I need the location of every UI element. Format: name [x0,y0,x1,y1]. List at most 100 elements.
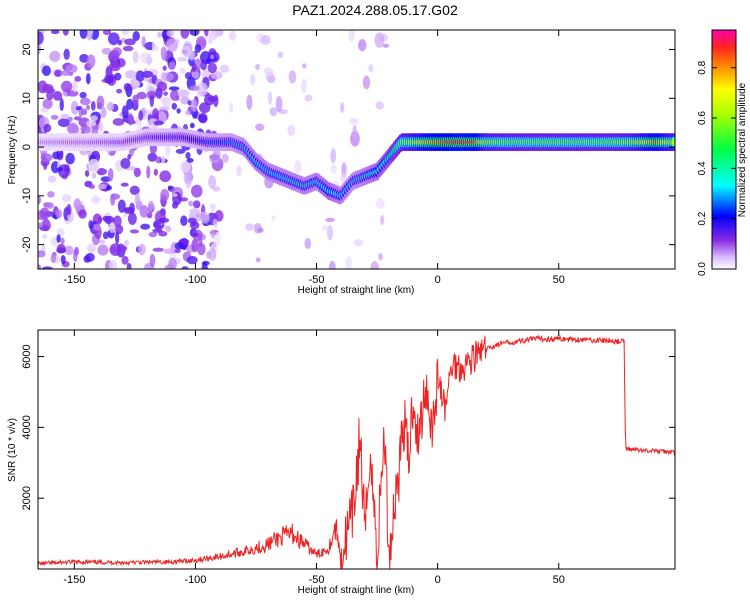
noise-blob [38,222,44,228]
noise-blob [208,247,217,261]
noise-blob [271,215,276,222]
noise-blob [146,165,151,179]
noise-blob [200,59,207,71]
noise-blob [120,157,131,169]
noise-blob [40,153,53,162]
noise-blob [42,234,48,239]
noise-blob [146,53,152,67]
noise-blob [213,94,219,108]
noise-blob [184,110,191,116]
noise-blob [186,255,198,265]
noise-blob [255,63,261,71]
y-tick-label: 10 [21,92,33,104]
noise-blob [65,152,75,165]
noise-blob [263,67,274,75]
noise-blob [96,168,108,176]
noise-blob [126,263,132,269]
noise-blob [166,38,179,52]
noise-blob [147,152,158,162]
noise-blob [79,97,91,106]
noise-blob [38,195,41,205]
noise-blob [86,54,96,69]
noise-blob [175,148,186,154]
noise-blob [177,89,190,98]
noise-blob [190,70,200,79]
noise-blob [129,202,135,215]
noise-blob [321,225,329,231]
noise-blob [180,215,188,227]
noise-blob [74,76,82,82]
noise-blob [120,182,129,187]
noise-blob [176,108,181,114]
noise-blob [86,30,93,41]
noise-blob [101,47,112,55]
noise-blob [86,119,97,127]
spectrogram-x-ticks: -150 -100 -50 0 50 [63,30,565,286]
noise-blob [374,32,385,48]
noise-blob [255,257,261,263]
noise-blob [159,96,171,103]
noise-blob [108,50,120,62]
noise-blob [163,248,175,254]
noise-blob [368,64,374,73]
noise-blob [229,30,236,41]
x-tick-label: -50 [309,574,325,586]
noise-blob [140,223,151,230]
noise-blob [208,175,217,189]
noise-blob [157,31,162,38]
noise-blob [158,106,170,111]
noise-blob [43,162,48,171]
colorbar-tick-label: 0.8 [697,60,708,74]
noise-blob [124,38,136,46]
noise-blob [46,202,54,209]
noise-blob [38,250,46,258]
noise-blob [92,172,97,179]
noise-blob [100,107,107,119]
noise-blob [191,184,203,198]
noise-blob [47,191,55,198]
x-tick-label: -150 [63,274,85,286]
noise-blob [60,237,65,245]
noise-blob [212,218,218,228]
noise-blob [133,167,141,178]
x-tick-label: 0 [435,274,441,286]
spectrogram-y-label: Frequency (Hz) [7,116,18,185]
colorbar-tick-label: 0.0 [697,262,708,276]
noise-blob [156,222,162,232]
noise-blob [73,116,82,121]
noise-blob [250,73,256,86]
noise-blob [189,122,195,129]
noise-blob [352,124,358,140]
noise-blob [124,207,131,213]
colorbar-tick-label: 0.4 [697,161,708,175]
noise-blob [85,252,95,262]
noise-blob [288,70,297,84]
noise-blob [67,123,79,135]
noise-blob [60,70,72,76]
noise-blob [60,255,66,265]
noise-blob [147,90,157,100]
colorbar-tick-label: 0.2 [697,211,708,225]
noise-blob [275,96,283,113]
noise-blob [121,255,129,265]
snr-y-label: SNR (10 * v/v) [7,418,18,482]
noise-blob [93,223,101,231]
noise-blob [191,238,199,253]
snr-x-label: Height of straight line (km) [298,585,415,596]
noise-blob [201,233,206,241]
colorbar-label: Normalized spectral amplitude [737,82,748,217]
noise-blob [42,98,53,110]
noise-blob [47,175,57,183]
noise-blob [107,168,114,182]
noise-blob [260,35,271,45]
noise-blob [158,230,168,237]
noise-blob [180,30,190,39]
noise-blob [57,118,70,128]
noise-blob [345,256,353,269]
noise-blob [163,91,169,96]
noise-blob [189,85,200,91]
noise-blob [294,160,302,174]
noise-blob [340,102,345,114]
noise-blob [221,153,229,164]
noise-blob [38,31,44,45]
